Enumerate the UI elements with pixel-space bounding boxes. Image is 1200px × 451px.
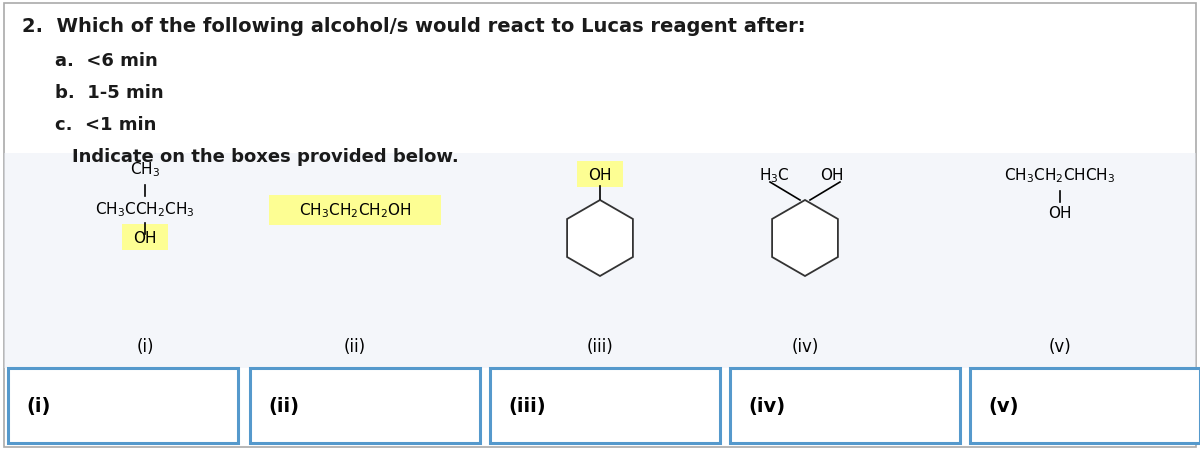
Text: Indicate on the boxes provided below.: Indicate on the boxes provided below. xyxy=(72,147,458,166)
FancyBboxPatch shape xyxy=(250,368,480,443)
FancyBboxPatch shape xyxy=(4,154,1196,368)
Text: OH: OH xyxy=(588,168,612,183)
Text: H$_3$C: H$_3$C xyxy=(760,166,790,185)
Text: c.  <1 min: c. <1 min xyxy=(55,116,156,133)
Text: (i): (i) xyxy=(137,337,154,355)
FancyBboxPatch shape xyxy=(730,368,960,443)
Text: CH$_3$: CH$_3$ xyxy=(130,160,160,179)
Text: b.  1-5 min: b. 1-5 min xyxy=(55,84,163,102)
Polygon shape xyxy=(568,201,632,276)
FancyBboxPatch shape xyxy=(4,4,1196,447)
FancyBboxPatch shape xyxy=(122,225,168,250)
Text: CH$_3$CCH$_2$CH$_3$: CH$_3$CCH$_2$CH$_3$ xyxy=(95,200,194,219)
Text: a.  <6 min: a. <6 min xyxy=(55,52,157,70)
Text: (v): (v) xyxy=(1049,337,1072,355)
Text: (iv): (iv) xyxy=(791,337,818,355)
Text: (i): (i) xyxy=(26,396,50,415)
Text: OH: OH xyxy=(133,231,157,246)
FancyBboxPatch shape xyxy=(490,368,720,443)
Text: CH$_3$CH$_2$CH$_2$OH: CH$_3$CH$_2$CH$_2$OH xyxy=(299,201,412,220)
Polygon shape xyxy=(772,201,838,276)
Text: OH: OH xyxy=(820,168,844,183)
Text: 2.  Which of the following alcohol/s would react to Lucas reagent after:: 2. Which of the following alcohol/s woul… xyxy=(22,17,805,36)
Text: (ii): (ii) xyxy=(268,396,299,415)
Text: (iv): (iv) xyxy=(748,396,785,415)
Text: OH: OH xyxy=(1049,206,1072,221)
Text: (iii): (iii) xyxy=(508,396,546,415)
Text: (iii): (iii) xyxy=(587,337,613,355)
Text: (ii): (ii) xyxy=(344,337,366,355)
FancyBboxPatch shape xyxy=(577,161,623,188)
Text: (v): (v) xyxy=(988,396,1019,415)
FancyBboxPatch shape xyxy=(8,368,238,443)
FancyBboxPatch shape xyxy=(970,368,1200,443)
FancyBboxPatch shape xyxy=(269,196,442,226)
Text: CH$_3$CH$_2$CHCH$_3$: CH$_3$CH$_2$CHCH$_3$ xyxy=(1004,166,1116,185)
